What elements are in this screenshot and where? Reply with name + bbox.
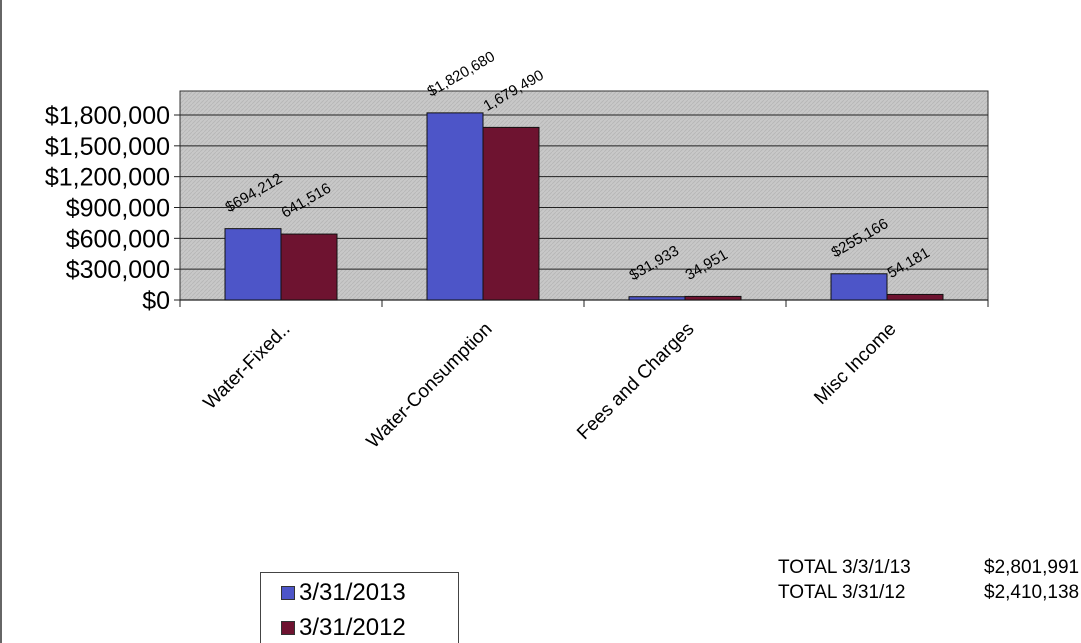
category-label: Water-Consumption	[363, 319, 497, 453]
total-value-2012: $2,410,138	[984, 582, 1080, 603]
total-label-2013: TOTAL 3/3/1/13	[778, 557, 911, 578]
y-tick-label: $1,200,000	[45, 164, 170, 192]
legend-item-2012: 3/31/2012	[281, 614, 406, 642]
total-row-2012: TOTAL 3/31/12 $2,410,138	[778, 580, 1079, 605]
y-tick-label: $600,000	[66, 225, 170, 253]
page-left-border	[0, 0, 2, 643]
y-tick-label: $1,800,000	[45, 102, 170, 130]
bar	[830, 273, 888, 301]
bar	[426, 112, 484, 301]
legend-item-2013: 3/31/2013	[281, 579, 406, 607]
totals-block: TOTAL 3/3/1/13 $2,801,991 TOTAL 3/31/12 …	[778, 555, 1079, 605]
legend-swatch-2012	[281, 621, 295, 635]
category-label: Misc Income	[810, 319, 900, 409]
total-row-2013: TOTAL 3/3/1/13 $2,801,991	[778, 555, 1079, 580]
bar	[224, 228, 282, 301]
y-tick-label: $1,500,000	[45, 133, 170, 161]
total-value-2013: $2,801,991	[984, 557, 1080, 578]
y-tick-label: $300,000	[66, 256, 170, 284]
legend-label-2013: 3/31/2013	[299, 579, 406, 606]
category-label: Water-Fixed..	[200, 319, 295, 414]
legend-swatch-2013	[281, 586, 295, 600]
bar	[684, 295, 742, 301]
category-label: Fees and Charges	[573, 319, 698, 444]
bar	[886, 293, 944, 301]
legend-label-2012: 3/31/2012	[299, 614, 406, 641]
y-tick-label: $900,000	[66, 195, 170, 223]
chart-legend: 3/31/2013 3/31/2012	[260, 572, 459, 643]
y-tick-label: $0	[142, 287, 170, 315]
bar	[482, 126, 540, 301]
bar	[628, 296, 686, 301]
bar	[280, 233, 338, 301]
total-label-2012: TOTAL 3/31/12	[778, 582, 906, 603]
